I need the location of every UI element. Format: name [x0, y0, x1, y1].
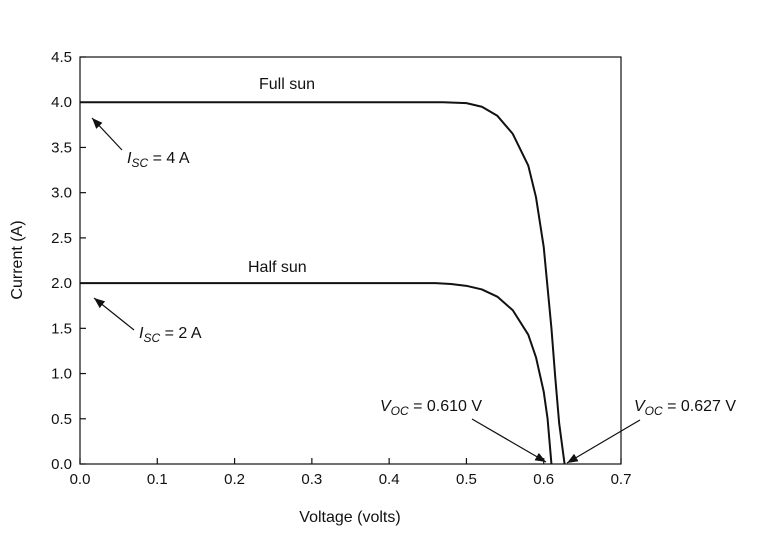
y-tick-label: 3.5 [51, 139, 72, 156]
voc-full-annotation: VOC = 0.627 V [634, 398, 736, 418]
y-tick-label: 0.0 [51, 456, 72, 473]
voc-full-arrow [566, 419, 641, 464]
y-axis-title: Current (A) [9, 220, 26, 299]
x-tick-label: 0.6 [533, 471, 554, 488]
curves [80, 101, 566, 465]
y-tick-label: 1.5 [51, 320, 72, 337]
half-sun-label: Half sun [248, 259, 307, 276]
voc-half-annotation: VOC = 0.610 V [380, 398, 482, 418]
axis-ticks: 0.0 0.1 0.2 0.3 0.4 0.5 0.6 0.7 0.0 0.5 1.0 1.5 2.0 2… [51, 49, 631, 488]
isc-full-arrow [91, 117, 123, 151]
x-tick-label: 0.2 [224, 471, 245, 488]
isc-half-arrow [93, 297, 135, 331]
y-tick-label: 1.0 [51, 366, 72, 383]
x-tick-label: 0.1 [147, 471, 168, 488]
y-tick-label: 4.0 [51, 94, 72, 111]
y-tick-label: 2.0 [51, 275, 72, 292]
plot-frame [79, 56, 622, 465]
isc-full-annotation: ISC = 4 A [127, 150, 190, 170]
x-axis-title: Voltage (volts) [299, 509, 400, 526]
series-line-half-sun [80, 282, 553, 465]
x-tick-label: 0.4 [379, 471, 400, 488]
x-tick-label: 0.0 [70, 471, 91, 488]
x-tick-label: 0.7 [611, 471, 632, 488]
series-line-full-sun [80, 101, 566, 465]
full-sun-label: Full sun [259, 76, 315, 93]
y-tick-label: 2.5 [51, 230, 72, 247]
x-tick-label: 0.5 [456, 471, 477, 488]
y-tick-label: 0.5 [51, 411, 72, 428]
y-tick-label: 3.0 [51, 185, 72, 202]
x-tick-label: 0.3 [301, 471, 322, 488]
isc-half-annotation: ISC = 2 A [139, 325, 202, 345]
voc-half-arrow [471, 418, 547, 463]
y-tick-label: 4.5 [51, 49, 72, 66]
